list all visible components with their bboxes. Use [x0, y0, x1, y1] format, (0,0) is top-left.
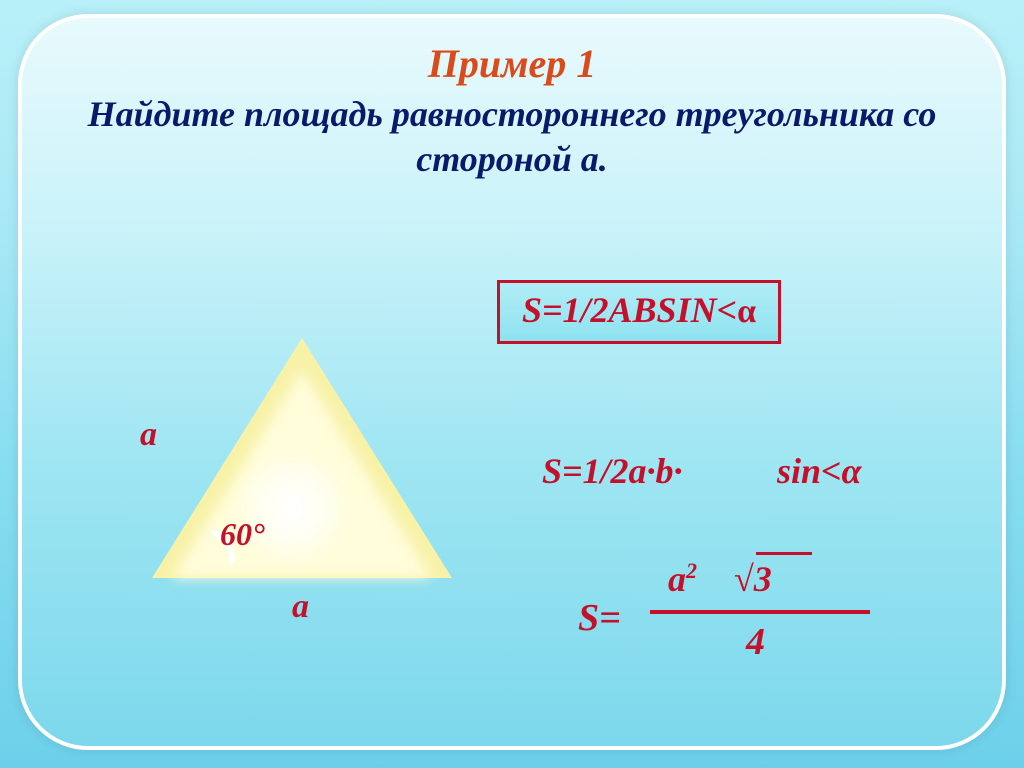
- radical-group: √3: [734, 558, 772, 600]
- example-title: Пример 1: [22, 40, 1002, 87]
- fraction-bar: [650, 610, 870, 614]
- area-formula-general-box: S=1/2ABSIN<α: [497, 280, 781, 344]
- num-a: a: [668, 559, 686, 599]
- rounded-panel: Пример 1 Найдите площадь равностороннего…: [18, 14, 1006, 750]
- radical-arg: 3: [754, 559, 772, 599]
- area-formula-substituted-rhs: sin<α: [777, 450, 861, 492]
- side-label-bottom: a: [292, 588, 309, 626]
- num-exp: 2: [686, 558, 697, 583]
- area-formula-general-text: S=1/2ABSIN<: [522, 290, 737, 330]
- sin-text: sin<: [777, 451, 842, 491]
- radical-symbol: √: [734, 559, 754, 599]
- triangle-figure: a a 60°: [112, 298, 472, 638]
- alpha-symbol-1: α: [737, 293, 756, 330]
- problem-statement: Найдите площадь равностороннего треуголь…: [82, 92, 942, 182]
- angle-label: 60°: [220, 516, 265, 553]
- radical-bar: [756, 552, 812, 555]
- alpha-symbol-2: α: [842, 451, 862, 491]
- result-numerator: a2 √3: [668, 558, 772, 600]
- side-label-left: a: [140, 416, 157, 454]
- area-formula-substituted-lhs: S=1/2a·b·: [542, 450, 683, 492]
- result-lhs: S=: [578, 596, 621, 640]
- outer-frame: Пример 1 Найдите площадь равностороннего…: [0, 0, 1024, 768]
- result-denominator: 4: [746, 620, 765, 664]
- area-formula-result: S= a2 √3 4: [578, 558, 898, 678]
